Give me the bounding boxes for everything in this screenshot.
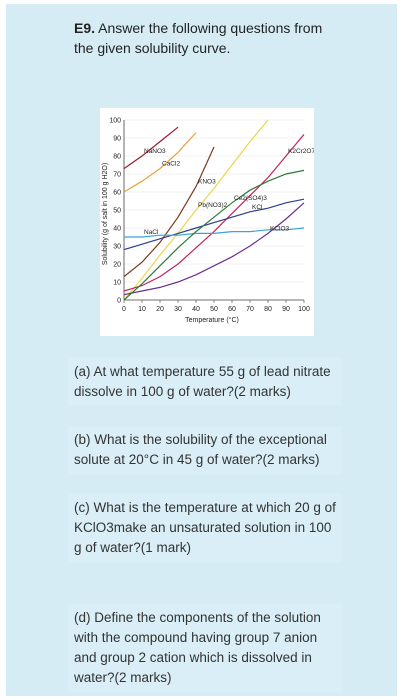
series-line (123, 134, 305, 292)
legend-label: NaNO3 (144, 148, 166, 155)
x-tick-label: 80 (264, 306, 272, 313)
y-tick-label: 0 (117, 298, 121, 305)
question: (c) What is the temperature at which 20 … (68, 494, 342, 562)
question: (a) At what temperature 55 g of lead nit… (68, 358, 342, 406)
question: (d) Define the components of the solutio… (68, 604, 342, 692)
panel: E9. Answer the following questions from … (6, 4, 397, 696)
y-tick-label: 70 (113, 172, 121, 179)
x-tick-label: 70 (246, 306, 254, 313)
question: (b) What is the solubility of the except… (68, 426, 342, 474)
x-axis-label: Temperature (°C) (185, 316, 239, 324)
series-line (123, 132, 197, 193)
series-line (123, 169, 305, 301)
legend-label: CaCl2 (162, 161, 180, 168)
x-tick-label: 30 (174, 306, 182, 313)
series-line (123, 202, 305, 296)
x-tick-label: 10 (138, 306, 146, 313)
series-line (123, 126, 179, 170)
y-tick-label: 10 (113, 280, 121, 287)
y-tick-label: 30 (113, 244, 121, 251)
x-tick-label: 90 (282, 306, 290, 313)
x-tick-label: 40 (192, 306, 200, 313)
legend-label: KNO3 (198, 179, 216, 186)
y-tick-label: 20 (113, 262, 121, 269)
series-line (123, 198, 305, 251)
y-tick-label: 60 (113, 190, 121, 197)
y-tick-label: 40 (113, 226, 121, 233)
legend-label: NaCl (144, 229, 159, 236)
y-tick-label: 100 (109, 118, 121, 125)
chart-box: Temperature (°C) Solubility (g of salt i… (100, 108, 315, 336)
series-line (124, 227, 305, 238)
y-tick-label: 80 (113, 154, 121, 161)
legend-label: Ce2(SO4)3 (234, 195, 267, 202)
legend-label: K2Cr2O7 (288, 148, 314, 155)
x-tick-label: 0 (122, 306, 126, 313)
legend-label: KClO3 (270, 225, 290, 232)
series-line (123, 146, 215, 278)
legend-label: Pb(NO3)2 (198, 202, 228, 209)
title-label: E9. (74, 20, 96, 36)
chart: Temperature (°C) Solubility (g of salt i… (102, 118, 315, 325)
series-line (123, 119, 269, 301)
legend-label: KCl (252, 204, 263, 211)
y-axis-label: Solubility (g of salt in 100 g H2O) (102, 163, 109, 265)
x-tick-label: 50 (210, 306, 218, 313)
y-tick-label: 50 (113, 208, 121, 215)
title-text: Answer the following questions from the … (74, 20, 323, 56)
y-tick-label: 90 (113, 136, 121, 143)
x-tick-label: 60 (228, 306, 236, 313)
x-tick-label: 20 (156, 306, 164, 313)
title: E9. Answer the following questions from … (74, 18, 334, 58)
x-tick-label: 100 (298, 306, 310, 313)
